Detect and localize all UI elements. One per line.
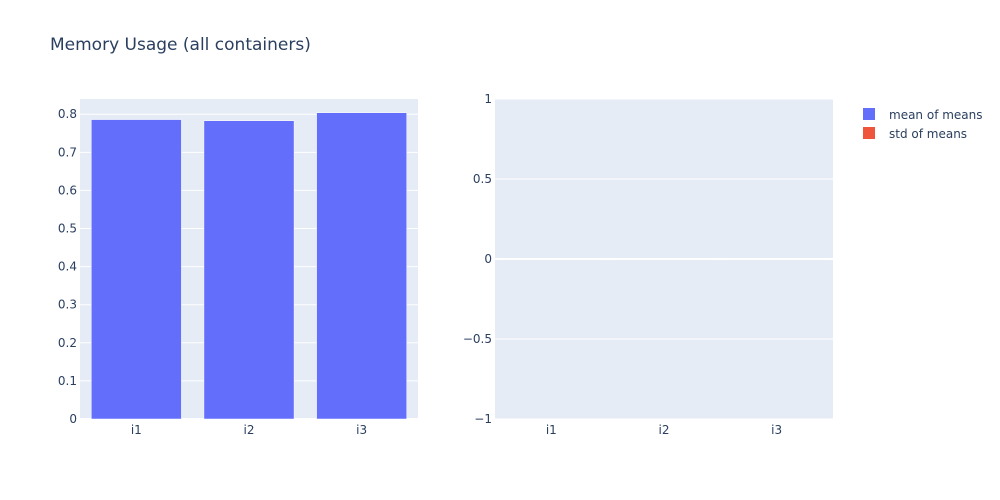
left-bar-i3[interactable] bbox=[316, 112, 407, 420]
left-y-tick-label: 0.6 bbox=[58, 183, 77, 197]
legend-item-mean[interactable]: mean of means bbox=[863, 108, 983, 122]
left-subplot: 0 0.1 0.2 0.3 0.4 0.5 0.6 0.7 0.8 i1 i2 i3 bbox=[58, 99, 418, 437]
legend-swatch-mean bbox=[863, 108, 875, 120]
left-y-tick-label: 0.4 bbox=[58, 260, 77, 274]
left-y-tick-label: 0.3 bbox=[58, 298, 77, 312]
left-bar-i1[interactable] bbox=[91, 119, 182, 420]
right-y-tick-label: −1 bbox=[474, 412, 492, 426]
left-x-tick-label: i3 bbox=[356, 423, 367, 437]
left-y-tick-label: 0.5 bbox=[58, 222, 77, 236]
right-y-tick-label: 0 bbox=[484, 252, 492, 266]
legend: mean of means std of means bbox=[863, 108, 983, 141]
legend-swatch-std bbox=[863, 127, 875, 139]
left-y-tick-label: 0.8 bbox=[58, 107, 77, 121]
right-x-tick-label: i3 bbox=[771, 423, 782, 437]
legend-label-mean: mean of means bbox=[889, 108, 983, 122]
legend-item-std[interactable]: std of means bbox=[863, 127, 967, 141]
right-y-tick-label: 1 bbox=[484, 92, 492, 106]
left-y-tick-label: 0.7 bbox=[58, 145, 77, 159]
right-x-tick-label: i1 bbox=[546, 423, 557, 437]
left-x-tick-label: i2 bbox=[244, 423, 255, 437]
left-y-tick-label: 0.1 bbox=[58, 374, 77, 388]
legend-label-std: std of means bbox=[889, 127, 967, 141]
right-x-tick-label: i2 bbox=[659, 423, 670, 437]
chart-title: Memory Usage (all containers) bbox=[50, 35, 311, 55]
right-y-tick-label: 0.5 bbox=[473, 172, 492, 186]
right-y-tick-label: −0.5 bbox=[463, 332, 492, 346]
left-x-tick-label: i1 bbox=[131, 423, 142, 437]
left-y-tick-label: 0 bbox=[69, 412, 77, 426]
left-bar-i2[interactable] bbox=[203, 120, 295, 420]
right-subplot: −1 −0.5 0 0.5 1 i1 i2 i3 bbox=[463, 92, 833, 437]
left-y-tick-label: 0.2 bbox=[58, 336, 77, 350]
